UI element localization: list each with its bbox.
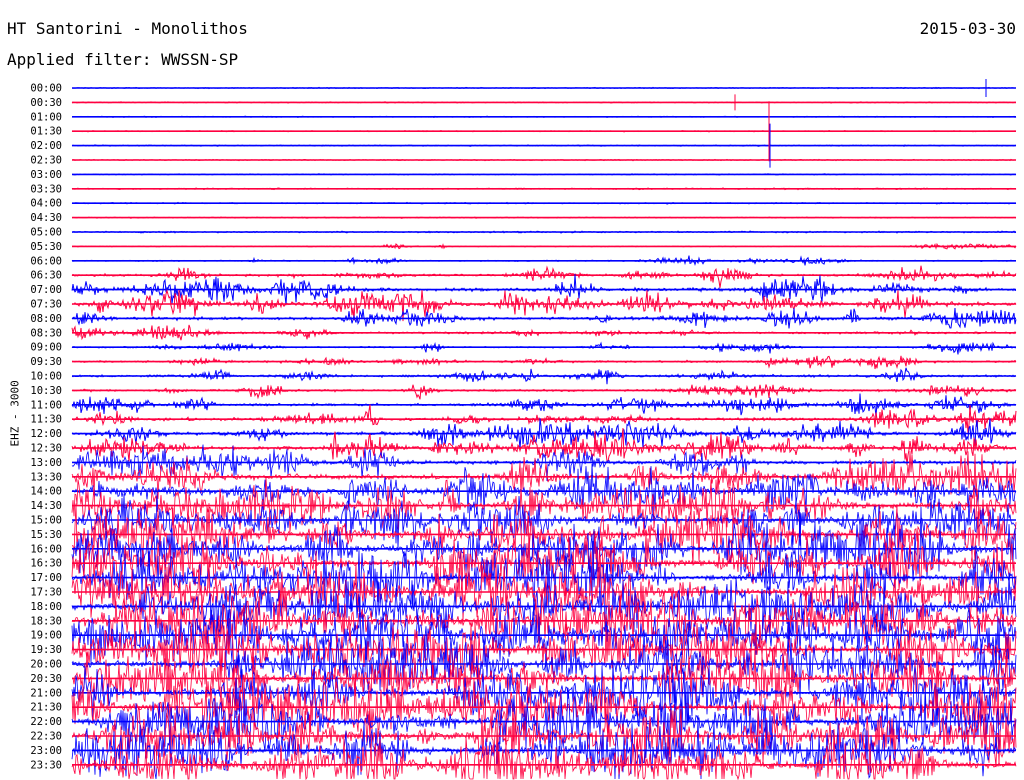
seismic-trace-0000	[72, 86, 1016, 90]
time-label: 12:30	[30, 443, 62, 455]
time-label: 10:00	[30, 371, 62, 383]
time-label: 20:30	[30, 673, 62, 685]
time-label: 07:30	[30, 299, 62, 311]
time-label: 09:30	[30, 356, 62, 368]
seismic-trace-1000	[71, 367, 1017, 385]
seismic-trace-0330	[71, 187, 1017, 191]
seismic-trace-0500	[71, 230, 1017, 234]
time-label: 02:00	[30, 140, 62, 152]
time-label: 08:30	[30, 327, 62, 339]
time-label: 15:30	[30, 529, 62, 541]
time-label: 01:00	[30, 111, 62, 123]
time-label: 22:30	[30, 731, 62, 743]
seismic-trace-1300	[71, 444, 1017, 482]
time-label: 11:00	[30, 399, 62, 411]
time-label: 02:30	[30, 155, 62, 167]
seismic-trace-0200	[71, 144, 1017, 147]
time-label: 04:30	[30, 212, 62, 224]
seismic-trace-0430	[71, 216, 1017, 219]
seismic-trace-0700	[71, 274, 1017, 306]
time-label: 11:30	[30, 414, 62, 426]
time-label: 06:30	[30, 270, 62, 282]
time-label: 10:30	[30, 385, 62, 397]
seismic-trace-0930	[71, 355, 1017, 370]
seismic-trace-2230	[71, 704, 1017, 769]
time-label: 15:00	[30, 515, 62, 527]
seismic-trace-1700	[71, 540, 1017, 616]
seismic-trace-1830	[71, 587, 1017, 662]
time-label: 03:00	[30, 169, 62, 181]
seismic-trace-2130	[71, 673, 1017, 742]
time-label: 22:00	[30, 716, 62, 728]
time-label: 23:30	[30, 759, 62, 771]
time-label: 00:30	[30, 97, 62, 109]
time-label: 16:30	[30, 558, 62, 570]
time-label: 16:00	[30, 543, 62, 555]
seismic-trace-1530	[71, 503, 1017, 566]
time-label: 13:00	[30, 457, 62, 469]
time-label: 21:00	[30, 687, 62, 699]
seismic-trace-1230	[71, 428, 1017, 466]
seismic-trace-1900	[71, 596, 1017, 672]
seismic-trace-1630	[71, 530, 1017, 602]
time-label: 17:00	[30, 572, 62, 584]
seismic-trace-0300	[72, 173, 1017, 176]
time-label: 18:30	[30, 615, 62, 627]
seismic-trace-2200	[71, 687, 1017, 758]
time-label: 12:00	[30, 428, 62, 440]
seismic-trace-1100	[71, 393, 1017, 418]
time-label: 09:00	[30, 342, 62, 354]
record-date: 2015-03-30	[919, 19, 1016, 38]
time-label: 00:00	[30, 83, 62, 95]
time-label: 08:00	[30, 313, 62, 325]
time-label: 23:00	[30, 745, 62, 757]
seismic-trace-1500	[71, 493, 1017, 551]
seismic-trace-0130	[71, 129, 1017, 133]
seismic-trace-2330	[71, 727, 1017, 780]
seismic-trace-1430	[71, 476, 1017, 537]
seismic-trace-1200	[71, 418, 1017, 449]
time-label: 14:00	[30, 486, 62, 498]
seismic-trace-0100	[71, 115, 1017, 119]
time-labels: 00:00 00:30 01:00 01:30 02:00 02:30 03:00 03:30…	[30, 83, 62, 772]
time-label: 06:00	[30, 255, 62, 267]
time-label: 18:00	[30, 601, 62, 613]
time-label: 13:30	[30, 471, 62, 483]
seismic-trace-0900	[71, 341, 1017, 355]
seismic-trace-2000	[71, 624, 1017, 699]
seismic-trace-1030	[71, 384, 1017, 400]
filter-label: Applied filter: WWSSN-SP	[7, 50, 239, 69]
seismic-trace-0400	[71, 201, 1017, 205]
seismic-trace-1400	[71, 463, 1017, 521]
seismic-trace-2030	[71, 646, 1017, 712]
time-label: 05:00	[30, 227, 62, 239]
station-title: HT Santorini - Monolithos	[7, 19, 248, 38]
time-label: 20:00	[30, 659, 62, 671]
time-label: 04:00	[30, 198, 62, 210]
time-label: 05:30	[30, 241, 62, 253]
seismic-trace-1130	[71, 404, 1017, 433]
seismic-trace-0800	[71, 307, 1017, 329]
time-label: 07:00	[30, 284, 62, 296]
time-label: 03:30	[30, 183, 62, 195]
time-label: 21:30	[30, 702, 62, 714]
time-label: 19:00	[30, 630, 62, 642]
seismic-trace-0230	[71, 158, 1017, 162]
seismic-trace-0830	[71, 324, 1017, 341]
seismic-trace-1330	[71, 451, 1017, 499]
seismic-trace-0030	[71, 100, 1016, 104]
time-label: 17:30	[30, 587, 62, 599]
seismic-trace-0630	[71, 265, 1017, 288]
seismic-trace-0730	[71, 288, 1017, 322]
time-label: 01:30	[30, 126, 62, 138]
time-label: 14:30	[30, 500, 62, 512]
time-label: 19:30	[30, 644, 62, 656]
seismic-trace-0600	[71, 255, 1017, 267]
seismic-traces	[71, 79, 1017, 780]
seismic-trace-0530	[71, 242, 1017, 251]
